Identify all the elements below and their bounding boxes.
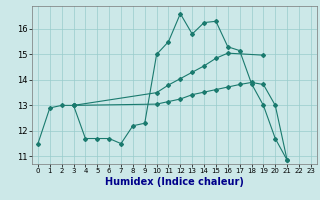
- X-axis label: Humidex (Indice chaleur): Humidex (Indice chaleur): [105, 177, 244, 187]
